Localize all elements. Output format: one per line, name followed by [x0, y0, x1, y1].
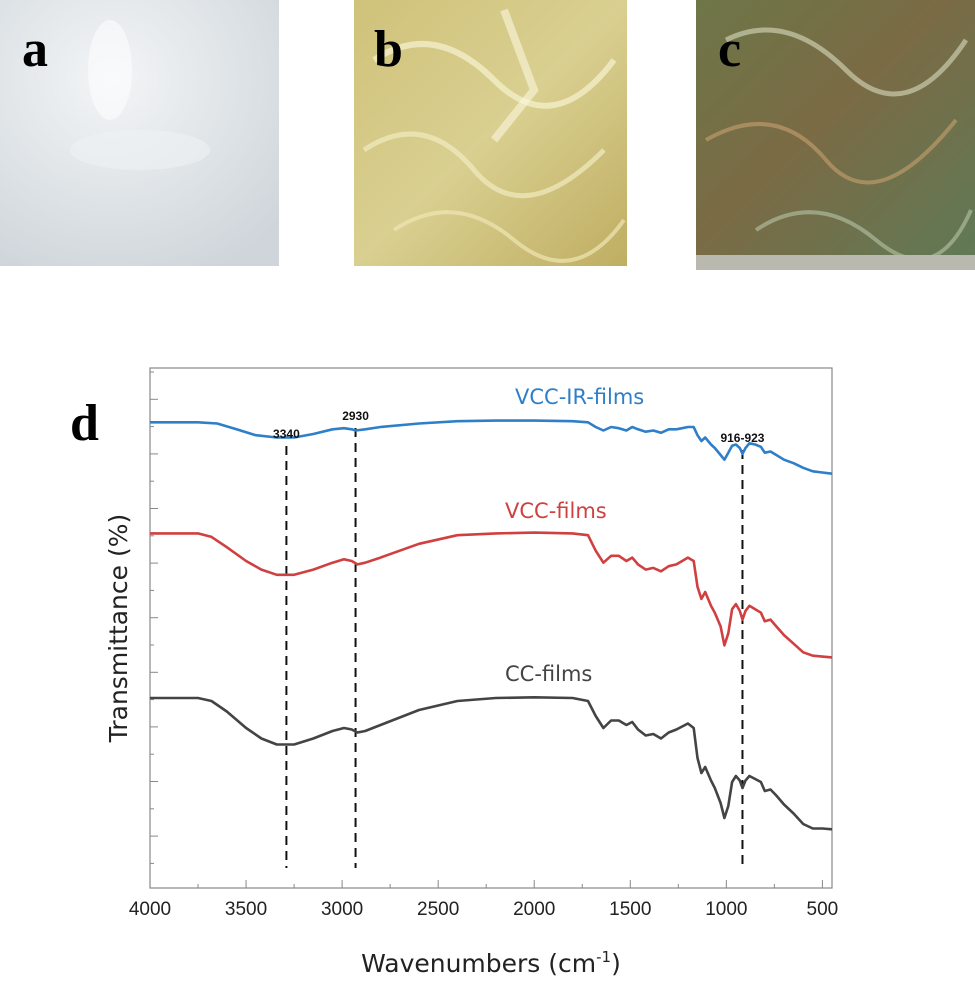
panel-letter-d: d — [70, 395, 99, 452]
x-tick-label: 3500 — [225, 899, 267, 920]
series-line-vcc-ir-films — [150, 419, 833, 475]
annotation-label: 2930 — [342, 409, 369, 423]
ftir-chart: 4000 3500 3000 2500 2000 1500 1000 500 3340 2930… — [70, 367, 838, 978]
x-axis-title: Wavenumbers (cm-1) — [361, 948, 621, 978]
plot-area-border — [149, 367, 833, 889]
series-line-vcc-films — [150, 531, 833, 659]
x-tick-label: 500 — [807, 899, 839, 920]
x-tick-label: 3000 — [321, 899, 363, 920]
series-lines — [150, 419, 833, 831]
x-axis-ticks: 4000 3500 3000 2500 2000 1500 1000 500 — [129, 880, 838, 920]
x-tick-label: 1500 — [609, 899, 651, 920]
photo-b-image — [354, 0, 627, 266]
x-axis-title-sup: -1 — [596, 948, 611, 966]
chart-frame — [149, 367, 833, 889]
panel-letter-c: c — [718, 21, 742, 78]
series-label-vcc-films: VCC-films — [505, 499, 607, 523]
y-axis-ticks — [150, 371, 158, 864]
x-tick-label: 4000 — [129, 899, 171, 920]
y-axis-title: Transmittance (%) — [104, 514, 133, 743]
photo-panel-c: c — [696, 0, 975, 270]
annotation-label: 3340 — [273, 427, 300, 441]
annotation-label: 916-923 — [720, 431, 764, 445]
x-axis-title-main: Wavenumbers (cm — [361, 949, 596, 978]
panel-letter-a: a — [22, 21, 48, 78]
annotation-labels: 3340 2930 916-923 — [273, 409, 765, 445]
series-label-cc-films: CC-films — [505, 662, 592, 686]
annotation-dashed-lines — [285, 428, 744, 868]
photo-panel-a: a — [0, 0, 279, 266]
x-tick-label: 1000 — [705, 899, 747, 920]
photo-panel-b: b — [354, 0, 627, 266]
photo-a-image — [0, 0, 279, 266]
photo-c-image — [696, 0, 975, 270]
series-label-vcc-ir-films: VCC-IR-films — [515, 385, 644, 409]
series-line-cc-films — [150, 696, 833, 831]
series-labels: VCC-IR-films VCC-films CC-films — [505, 385, 644, 686]
x-tick-label: 2500 — [417, 899, 459, 920]
panel-letter-b: b — [374, 21, 403, 78]
x-tick-label: 2000 — [513, 899, 555, 920]
x-axis-title-end: ) — [611, 949, 621, 978]
